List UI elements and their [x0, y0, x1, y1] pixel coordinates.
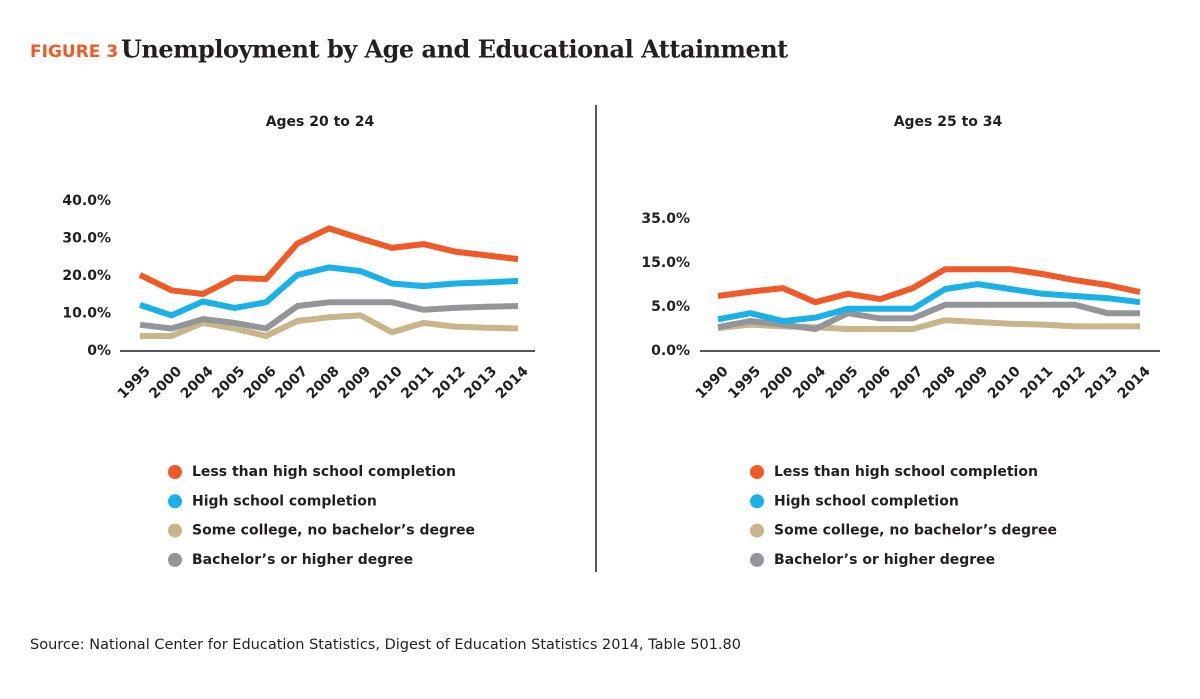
legend-label: High school completion [192, 493, 377, 509]
x-tick-label: 2007 [272, 363, 311, 402]
series-line [717, 266, 1141, 306]
x-tick-label: 2005 [209, 363, 248, 402]
legend-swatch [750, 552, 764, 567]
x-tick-label: 2012 [1050, 363, 1089, 402]
x-tick-label: 2005 [823, 363, 862, 402]
y-tick-label: 40.0% [62, 193, 111, 209]
x-tick-label: 2010 [367, 363, 406, 402]
x-tick-label: 2004 [178, 363, 217, 402]
legend-swatch [168, 494, 182, 509]
legend-label: Less than high school completion [192, 464, 456, 480]
figure-label: FIGURE 3 [30, 42, 118, 62]
x-tick-label: 2014 [1115, 363, 1154, 402]
legend-label: High school completion [774, 493, 959, 509]
chart-subtitle: Ages 20 to 24 [266, 114, 375, 130]
y-tick-label: 10.0% [62, 306, 111, 322]
y-tick-label: 30.0% [62, 231, 111, 247]
legend-label: Bachelor’s or higher degree [774, 552, 995, 568]
legend-swatch [750, 494, 764, 509]
y-tick-label: 15.0% [641, 255, 690, 271]
x-tick-label: 2006 [855, 363, 894, 402]
x-tick-label: 2009 [952, 363, 991, 402]
x-tick-label: 2010 [985, 363, 1024, 402]
series-line [139, 264, 519, 319]
x-tick-label: 2008 [920, 363, 959, 402]
legend-label: Less than high school completion [774, 464, 1038, 480]
legend-label: Some college, no bachelor’s degree [774, 523, 1057, 539]
source: Source: National Center for Education St… [30, 637, 741, 653]
series-line [717, 301, 1140, 332]
x-tick-label: 2014 [493, 363, 532, 402]
x-tick-label: 2004 [790, 363, 829, 402]
x-tick-label: 2000 [146, 363, 185, 402]
series-line [140, 312, 519, 339]
x-tick-label: 1990 [693, 363, 732, 402]
series-line [138, 225, 519, 297]
x-tick-label: 1995 [725, 363, 764, 402]
legend-label: Bachelor’s or higher degree [192, 552, 413, 568]
legend-label: Some college, no bachelor’s degree [192, 523, 475, 539]
x-tick-label: 2008 [304, 363, 343, 402]
x-tick-label: 2009 [335, 363, 374, 402]
y-tick-label: 0.0% [651, 343, 690, 359]
legend-swatch [750, 465, 764, 479]
x-tick-label: 2013 [1082, 363, 1121, 402]
chart-subtitle: Ages 25 to 34 [894, 114, 1003, 130]
legend-swatch [168, 465, 182, 479]
x-tick-label: 2013 [461, 363, 500, 402]
series-line [717, 281, 1141, 325]
x-tick-label: 2000 [758, 363, 797, 402]
series-line [139, 299, 519, 332]
x-tick-label: 2011 [1017, 363, 1056, 402]
x-tick-label: 2012 [430, 363, 469, 402]
x-tick-label: 2011 [398, 363, 437, 402]
figure-title: Unemployment by Age and Educational Atta… [121, 35, 788, 64]
x-tick-label: 1995 [115, 363, 154, 402]
y-tick-label: 35.0% [641, 211, 690, 227]
x-tick-label: 2006 [241, 363, 280, 402]
legend-swatch [750, 523, 764, 538]
x-tick-label: 2007 [888, 363, 927, 402]
y-tick-label: 20.0% [62, 268, 111, 284]
legend-swatch [168, 552, 182, 567]
y-tick-label: 0% [87, 343, 111, 359]
y-tick-label: 5.0% [651, 299, 690, 315]
legend-swatch [168, 523, 182, 538]
